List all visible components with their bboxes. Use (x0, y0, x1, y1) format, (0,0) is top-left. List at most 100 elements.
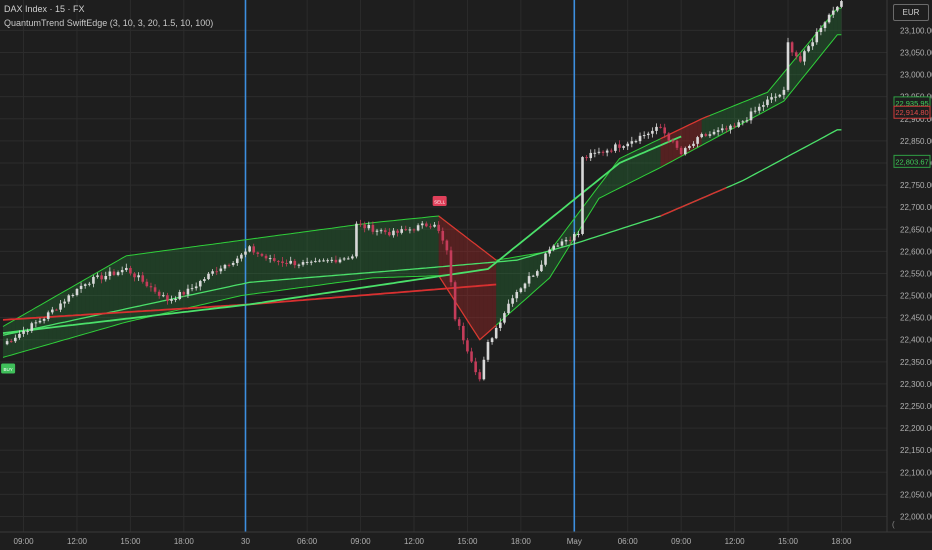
candle-body (799, 56, 802, 62)
candle-body (359, 223, 362, 225)
candle-body (441, 230, 445, 241)
candle-body (231, 262, 235, 265)
band-fill-segment (426, 216, 431, 277)
candle-body (355, 223, 358, 257)
candle-body (79, 285, 83, 289)
band-fill-segment (113, 260, 119, 326)
band-fill-segment (714, 112, 719, 139)
band-fill-segment (204, 244, 209, 305)
candle-body (363, 224, 366, 229)
band-fill-segment (196, 245, 201, 306)
candle-body (235, 258, 239, 263)
candle-body (729, 125, 732, 130)
price-tick-label: 22,450.00 (900, 314, 932, 323)
band-fill-segment (496, 259, 501, 326)
band-fill-segment (603, 174, 608, 197)
candle-body (733, 125, 736, 127)
candle-body (170, 299, 173, 301)
band-fill-segment (656, 138, 661, 170)
price-tick-label: 22,550.00 (900, 269, 932, 278)
candle-body (482, 359, 486, 380)
time-tick-label: May (567, 537, 582, 546)
band-fill-segment (574, 213, 579, 239)
band-fill-segment (224, 241, 230, 300)
candle-body (178, 292, 182, 300)
candle-body (683, 148, 687, 155)
candle-body (252, 246, 256, 253)
band-fill-segment (270, 235, 275, 292)
band-fill-segment (442, 219, 447, 289)
candle-body (560, 241, 564, 246)
grid (0, 0, 887, 532)
band-fill-segment (414, 218, 419, 277)
band-fill-segment (520, 255, 525, 304)
candle-body (166, 295, 169, 301)
candle-body (182, 292, 186, 295)
candle-body (404, 229, 408, 231)
band-fill-segment (385, 220, 390, 278)
currency-button[interactable]: EUR (893, 4, 929, 21)
candle-body (622, 146, 625, 148)
price-tick-label: 22,350.00 (900, 358, 932, 367)
candle-body (794, 52, 798, 57)
band-fill-segment (430, 216, 435, 276)
candle-body (412, 229, 416, 231)
indicator-title[interactable]: QuantumTrend SwiftEdge (3, 10, 3, 20, 1.… (4, 18, 214, 28)
candle-body (330, 259, 334, 261)
candle-body (83, 284, 87, 286)
candle-body (215, 271, 219, 273)
candle-body (219, 268, 223, 272)
candle-body (659, 126, 662, 128)
candle-body (618, 144, 621, 148)
band-fill-segment (331, 227, 336, 284)
candle-body (392, 230, 395, 236)
band-fill-segment (771, 82, 776, 108)
candle-body (803, 51, 806, 62)
candle-body (260, 253, 264, 256)
band-fill-segment (377, 221, 382, 278)
candle-body (433, 224, 436, 227)
price-tick-label: 22,600.00 (900, 247, 932, 256)
band-fill-segment (286, 233, 291, 290)
band-fill-segment (15, 317, 20, 354)
candle-body (638, 135, 642, 142)
band-fill-segment (405, 218, 410, 277)
band-fill-segment (282, 234, 287, 291)
price-tick-label: 22,500.00 (900, 292, 932, 301)
band-fill-segment (340, 226, 345, 283)
candle-body (646, 133, 650, 136)
candle-body (9, 341, 13, 343)
candle-body (675, 141, 679, 148)
candle-body (486, 342, 490, 360)
candle-body (642, 135, 646, 137)
candle-body (585, 157, 588, 159)
candle-body (379, 230, 383, 232)
candle-body (581, 157, 584, 234)
candle-body (227, 264, 231, 266)
candle-body (375, 230, 379, 232)
time-tick-label: 12:00 (404, 537, 425, 546)
candle-body (34, 322, 38, 324)
band-fill-segment (294, 232, 299, 289)
band-fill-segment (483, 250, 488, 337)
price-tick-label: 22,200.00 (900, 424, 932, 433)
band-fill-segment (261, 236, 267, 293)
signal-box (1, 363, 16, 374)
candle-body (548, 249, 551, 254)
band-fill-segment (640, 146, 645, 178)
symbol-title[interactable]: DAX Index · 15 · FX (4, 4, 85, 14)
time-axis[interactable]: 09:00 12:00 15:00 18:00 30 06:00 09:00 12:00 15:… (14, 537, 852, 546)
candle-body (346, 258, 350, 260)
price-tick-label: 22,300.00 (900, 380, 932, 389)
price-axis[interactable]: 23,100.0023,050.0023,000.0022,950.0022,9… (892, 26, 932, 529)
band-fill-segment (7, 321, 12, 357)
price-tick-label: 23,050.00 (900, 48, 932, 57)
lower-band-line (2, 34, 842, 358)
band-fill-segment (307, 230, 312, 287)
candle-body (511, 298, 514, 304)
band-fill-segment (755, 95, 760, 117)
band-fill-segment (183, 247, 188, 309)
candle-body (708, 134, 712, 136)
